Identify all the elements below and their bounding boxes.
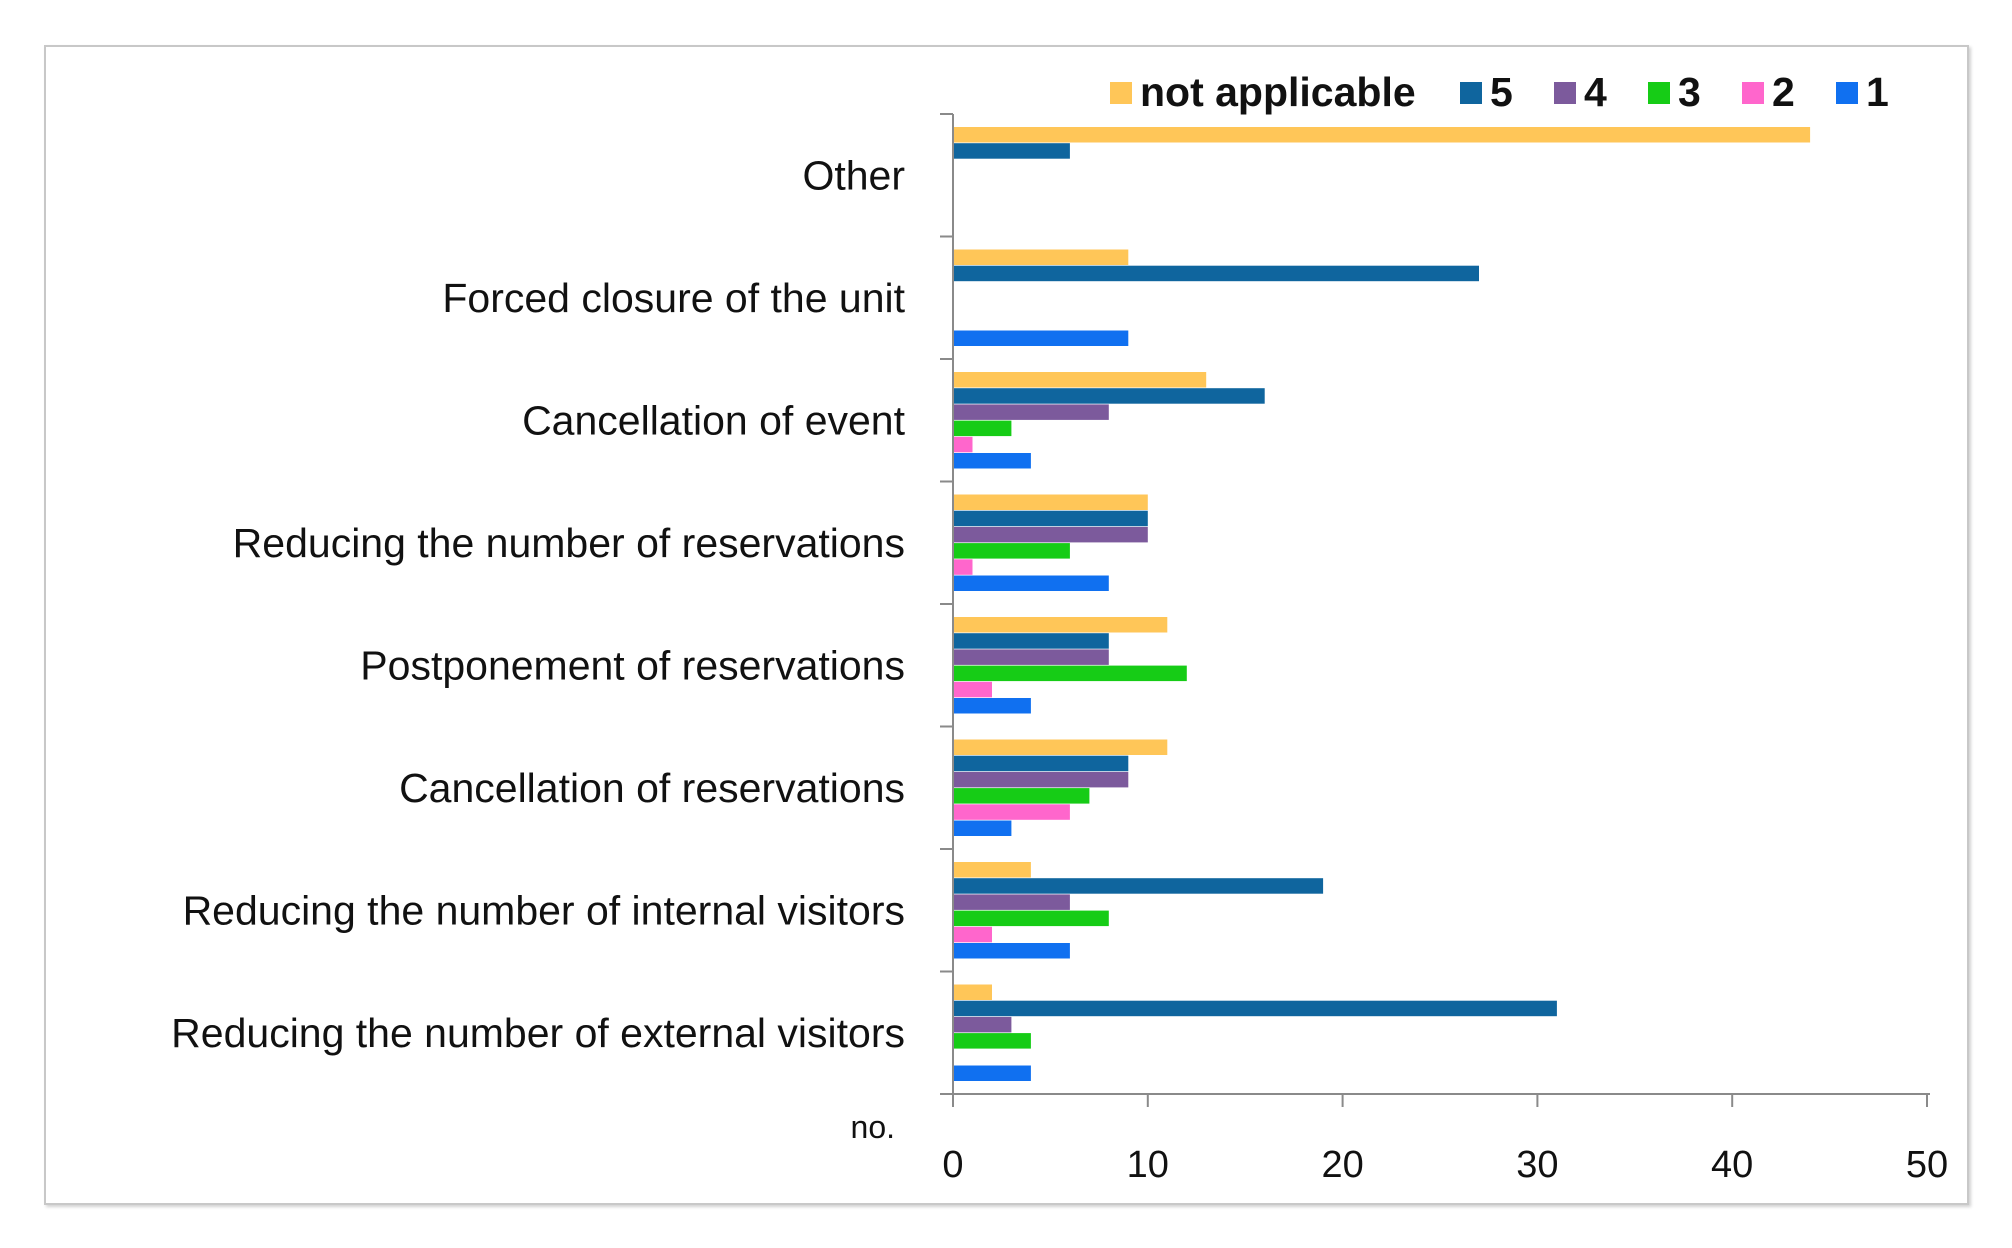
legend-label-4: 4 [1584, 69, 1607, 115]
bar-2-cancellation-of-event [953, 436, 973, 453]
bar-not-applicable-reducing-the-number-of-external-visitors [953, 984, 992, 1000]
legend: not applicable 5 4 3 2 1 [1110, 69, 1889, 115]
bar-not-applicable-postponement-of-reservations [953, 617, 1168, 633]
legend-swatch-5 [1460, 82, 1482, 104]
legend-label-3: 3 [1678, 69, 1701, 115]
bar-3-cancellation-of-event [953, 420, 1012, 437]
category-label-reducing-the-number-of-reservations: Reducing the number of reservations [233, 520, 905, 566]
axes-layer [940, 113, 1930, 1107]
labels-layer: Other Forced closure of the unit Cancellat… [171, 152, 1948, 1186]
x-tick-label-10: 10 [1127, 1144, 1169, 1186]
legend-swatch-4 [1554, 82, 1576, 104]
bar-1-forced-closure-of-the-unit [953, 330, 1129, 346]
category-label-forced-closure-of-the-unit: Forced closure of the unit [442, 275, 905, 321]
bar-1-reducing-the-number-of-reservations [953, 575, 1109, 591]
bar-5-forced-closure-of-the-unit [953, 265, 1479, 282]
bar-4-cancellation-of-reservations [953, 771, 1129, 788]
bar-5-reducing-the-number-of-external-visitors [953, 1000, 1557, 1017]
x-axis-unit-label: no. [851, 1109, 895, 1145]
bar-5-cancellation-of-reservations [953, 755, 1129, 772]
bar-4-reducing-the-number-of-internal-visitors [953, 894, 1070, 910]
bar-5-postponement-of-reservations [953, 633, 1109, 649]
legend-swatch-1 [1836, 82, 1858, 104]
legend-label-not-applicable: not applicable [1140, 69, 1416, 115]
bar-5-reducing-the-number-of-reservations [953, 510, 1148, 527]
bar-4-reducing-the-number-of-reservations [953, 526, 1148, 543]
bar-3-reducing-the-number-of-reservations [953, 543, 1070, 559]
bar-3-reducing-the-number-of-internal-visitors [953, 910, 1109, 927]
bar-1-cancellation-of-reservations [953, 820, 1012, 836]
legend-label-1: 1 [1866, 69, 1889, 115]
x-tick-label-20: 20 [1321, 1144, 1363, 1186]
x-tick-label-40: 40 [1711, 1144, 1753, 1186]
bar-4-postponement-of-reservations [953, 649, 1109, 665]
bar-5-other [953, 143, 1070, 159]
category-label-postponement-of-reservations: Postponement of reservations [360, 642, 905, 688]
bar-not-applicable-reducing-the-number-of-internal-visitors [953, 862, 1031, 878]
x-tick-label-50: 50 [1906, 1144, 1948, 1186]
bar-5-reducing-the-number-of-internal-visitors [953, 878, 1324, 894]
bar-2-reducing-the-number-of-internal-visitors [953, 926, 992, 943]
category-label-cancellation-of-event: Cancellation of event [522, 397, 906, 443]
bar-not-applicable-other [953, 127, 1811, 143]
bar-1-reducing-the-number-of-internal-visitors [953, 943, 1070, 959]
category-label-other: Other [802, 152, 905, 198]
bar-2-cancellation-of-reservations [953, 804, 1070, 820]
bar-5-cancellation-of-event [953, 388, 1265, 404]
bar-3-cancellation-of-reservations [953, 788, 1090, 804]
bars-layer [953, 127, 1811, 1081]
legend-label-2: 2 [1772, 69, 1795, 115]
x-tick-label-30: 30 [1516, 1144, 1558, 1186]
legend-swatch-not-applicable [1110, 82, 1132, 104]
category-label-reducing-the-number-of-external-visitors: Reducing the number of external visitors [171, 1010, 905, 1056]
bar-not-applicable-cancellation-of-event [953, 372, 1207, 388]
bar-not-applicable-reducing-the-number-of-reservations [953, 494, 1148, 510]
bar-1-postponement-of-reservations [953, 698, 1031, 714]
legend-label-5: 5 [1490, 69, 1513, 115]
category-label-cancellation-of-reservations: Cancellation of reservations [399, 765, 905, 811]
bar-3-postponement-of-reservations [953, 665, 1187, 682]
bar-4-cancellation-of-event [953, 404, 1109, 420]
bar-4-reducing-the-number-of-external-visitors [953, 1016, 1012, 1033]
bar-1-reducing-the-number-of-external-visitors [953, 1065, 1031, 1081]
legend-swatch-2 [1742, 82, 1764, 104]
bar-not-applicable-cancellation-of-reservations [953, 739, 1168, 755]
category-label-reducing-the-number-of-internal-visitors: Reducing the number of internal visitors [183, 887, 905, 933]
bar-not-applicable-forced-closure-of-the-unit [953, 249, 1129, 265]
bar-2-postponement-of-reservations [953, 681, 992, 698]
bar-1-cancellation-of-event [953, 453, 1031, 469]
bar-2-reducing-the-number-of-reservations [953, 559, 973, 575]
legend-swatch-3 [1648, 82, 1670, 104]
bar-3-reducing-the-number-of-external-visitors [953, 1033, 1031, 1049]
x-tick-label-0: 0 [942, 1144, 963, 1186]
